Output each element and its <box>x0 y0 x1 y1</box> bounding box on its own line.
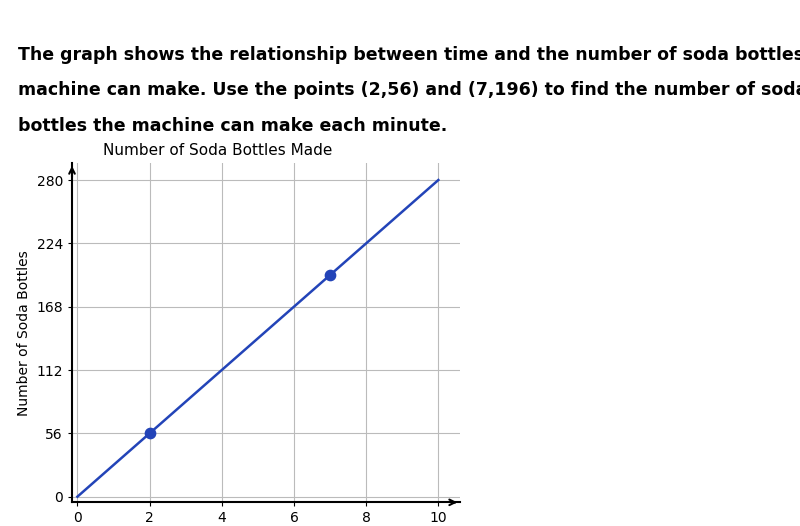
Text: Number of Soda Bottles Made: Number of Soda Bottles Made <box>103 143 333 158</box>
Point <box>324 271 337 279</box>
Text: machine can make. Use the points (2,56) and (7,196) to find the number of soda: machine can make. Use the points (2,56) … <box>18 81 800 99</box>
Point <box>143 429 156 438</box>
Text: The graph shows the relationship between time and the number of soda bottles a: The graph shows the relationship between… <box>18 46 800 64</box>
Y-axis label: Number of Soda Bottles: Number of Soda Bottles <box>17 250 30 416</box>
Text: bottles the machine can make each minute.: bottles the machine can make each minute… <box>18 117 447 135</box>
